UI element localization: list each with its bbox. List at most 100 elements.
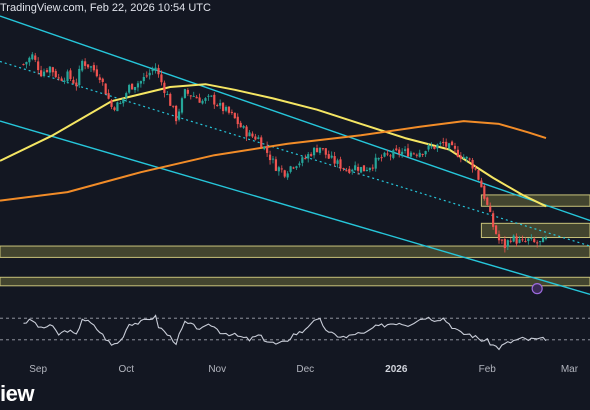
candle-body bbox=[324, 148, 327, 155]
candle-body bbox=[224, 106, 228, 111]
candle-body bbox=[219, 103, 222, 106]
candle-body bbox=[518, 239, 521, 243]
zone-1 bbox=[480, 222, 590, 239]
candle-body bbox=[427, 145, 430, 150]
candle-body bbox=[78, 68, 81, 86]
candle-body bbox=[433, 146, 436, 149]
candle-body bbox=[277, 167, 280, 172]
candle-body bbox=[442, 141, 445, 144]
chart-watermark: TradingView.com, Feb 22, 2026 10:54 UTC bbox=[0, 2, 211, 14]
candle-body bbox=[403, 149, 407, 151]
candle-body bbox=[125, 93, 128, 98]
candle-body bbox=[42, 71, 46, 77]
candle-body bbox=[342, 168, 345, 170]
candle-body bbox=[538, 241, 542, 243]
candle-body bbox=[166, 94, 169, 96]
candle-body bbox=[39, 70, 43, 77]
candle-body bbox=[48, 66, 52, 73]
candle-body bbox=[110, 100, 113, 107]
candle-body bbox=[148, 72, 151, 76]
candle-body bbox=[398, 149, 401, 154]
candle-body bbox=[177, 111, 181, 120]
candle-body bbox=[497, 234, 501, 241]
zone-2 bbox=[0, 245, 590, 258]
candle-body bbox=[301, 157, 304, 163]
candle-body bbox=[521, 239, 524, 241]
time-axis: Sep Oct Nov Dec 2026 Feb Mar bbox=[29, 364, 578, 375]
candle-body bbox=[362, 165, 366, 172]
candle-body bbox=[494, 225, 498, 234]
candle-body bbox=[345, 170, 348, 172]
candle-body bbox=[230, 111, 233, 113]
candle-body bbox=[107, 93, 110, 99]
candle-body bbox=[392, 150, 395, 158]
candle-body bbox=[512, 235, 515, 242]
candle-body bbox=[439, 142, 442, 144]
candle-body bbox=[339, 159, 342, 169]
candle-body bbox=[336, 160, 339, 164]
candle-body bbox=[98, 77, 101, 80]
candle-body bbox=[312, 147, 316, 156]
candle-body bbox=[500, 239, 504, 241]
candle-body bbox=[424, 151, 427, 155]
candle-body bbox=[318, 147, 322, 153]
candle-body bbox=[257, 137, 260, 139]
candle-body bbox=[66, 71, 69, 82]
event-marker-icon[interactable] bbox=[531, 283, 543, 295]
candle-body bbox=[128, 85, 131, 93]
candle-body bbox=[409, 152, 413, 157]
candle-body bbox=[374, 157, 377, 169]
candle-body bbox=[60, 78, 63, 81]
candle-body bbox=[186, 89, 189, 94]
candle-body bbox=[359, 167, 363, 173]
candle-body bbox=[412, 153, 415, 155]
candle-body bbox=[54, 70, 57, 78]
channel-upper-line bbox=[0, 15, 590, 222]
rsi-line bbox=[23, 314, 547, 351]
candle-body bbox=[268, 154, 272, 161]
candle-body bbox=[130, 83, 134, 90]
candle-body bbox=[195, 96, 198, 99]
candle-body bbox=[175, 105, 178, 122]
candle-body bbox=[248, 132, 251, 137]
candle-body bbox=[180, 98, 184, 113]
axis-tick-label: Sep bbox=[29, 364, 47, 375]
candle-body bbox=[210, 95, 213, 97]
candle-body bbox=[81, 60, 84, 71]
candle-body bbox=[25, 61, 28, 65]
candle-body bbox=[503, 239, 506, 249]
candle-body bbox=[122, 98, 125, 104]
axis-tick-label: 2026 bbox=[385, 364, 408, 375]
candle-body bbox=[34, 55, 37, 60]
candle-body bbox=[242, 126, 245, 128]
zone-3 bbox=[0, 276, 590, 287]
candle-body bbox=[207, 95, 210, 97]
rsi-panel bbox=[0, 314, 590, 351]
candle-body bbox=[101, 78, 104, 82]
candle-body bbox=[260, 137, 263, 148]
candle-body bbox=[406, 148, 410, 157]
candle-body bbox=[116, 102, 119, 112]
candle-body bbox=[524, 241, 527, 243]
candle-body bbox=[395, 148, 398, 151]
candle-body bbox=[327, 154, 330, 159]
candle-body bbox=[104, 83, 107, 95]
candle-body bbox=[72, 79, 75, 84]
candle-body bbox=[448, 143, 451, 149]
candle-body bbox=[289, 166, 292, 172]
candle-body bbox=[57, 77, 60, 79]
candle-body bbox=[292, 167, 295, 169]
candle-body bbox=[515, 236, 518, 244]
candle-body bbox=[172, 105, 175, 107]
candle-body bbox=[533, 238, 536, 243]
axis-tick-label: Nov bbox=[208, 364, 226, 375]
candle-body bbox=[445, 141, 448, 147]
descending-channel bbox=[0, 15, 590, 295]
candle-body bbox=[92, 65, 96, 71]
candle-body bbox=[459, 155, 462, 159]
candle-body bbox=[380, 157, 383, 159]
ma-slow-line bbox=[0, 120, 547, 202]
axis-tick-label: Oct bbox=[118, 364, 134, 375]
channel-lower-line bbox=[0, 120, 590, 295]
